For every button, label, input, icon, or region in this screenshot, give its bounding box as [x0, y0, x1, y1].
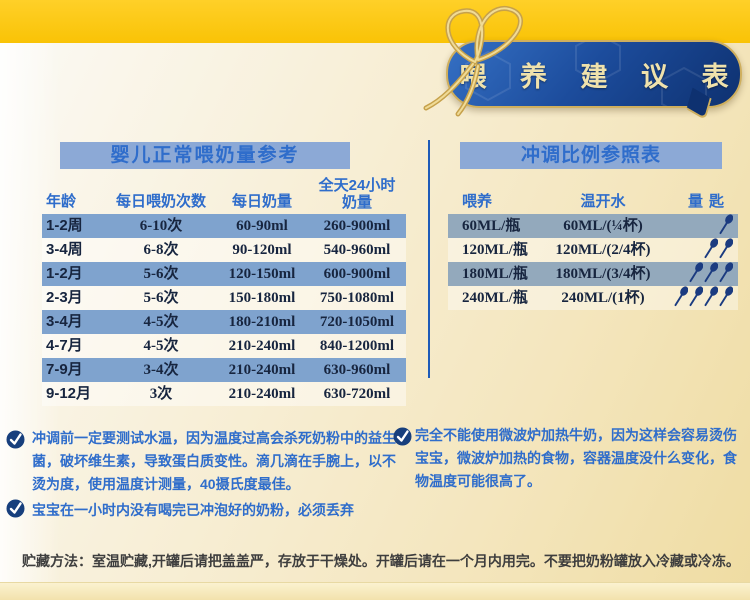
cell-age: 3-4周 [46, 241, 83, 258]
page-title: 喂 养 建 议 表 [459, 61, 742, 92]
mixing-ratio-table: 冲调比例参照表 喂养 温开水 量匙 60ML/瓶 60ML/(¼杯) 120ML… [448, 142, 738, 310]
vertical-divider [428, 140, 430, 378]
cell-spoons [662, 237, 738, 261]
cell-age: 4-7月 [46, 337, 83, 354]
header-water: 温开水 [580, 193, 626, 210]
note-water-temperature: 冲调前一定要测试水温，因为温度过高会杀死奶粉中的益生菌，破坏维生素，导致蛋白质变… [32, 430, 396, 492]
cell-water: 60ML/(¼杯) [563, 218, 643, 234]
table-row: 60ML/瓶 60ML/(¼杯) [448, 213, 738, 238]
spoon-icon [704, 237, 718, 258]
header-age: 年龄 [46, 193, 77, 210]
spoon-icon [719, 261, 733, 282]
cell-total: 260-900ml [323, 218, 391, 234]
table-row: 3-4周 6-8次 90-120ml 540-960ml [42, 238, 406, 262]
cell-amount: 210-240ml [228, 362, 296, 378]
cell-times: 6-8次 [143, 242, 179, 258]
cell-spoons [662, 261, 738, 285]
spoon-icon [689, 285, 703, 306]
right-table-title: 冲调比例参照表 [460, 142, 722, 169]
cell-total: 750-1080ml [319, 290, 395, 306]
cell-total: 720-1050ml [319, 314, 395, 330]
cell-total: 600-900ml [323, 266, 391, 282]
table-row: 7-9月 3-4次 210-240ml 630-960ml [42, 358, 406, 382]
cell-amount: 150-180ml [228, 290, 296, 306]
cell-feed: 120ML/瓶 [462, 242, 528, 258]
cell-total: 630-720ml [323, 386, 391, 402]
table-row: 4-7月 4-5次 210-240ml 840-1200ml [42, 334, 406, 358]
left-table-title: 婴儿正常喂奶量参考 [60, 142, 350, 169]
cell-water: 120ML/(2/4杯) [555, 242, 651, 258]
table-row: 120ML/瓶 120ML/(2/4杯) [448, 237, 738, 262]
ribbon-bow-icon [423, 6, 523, 117]
table-row: 1-2月 5-6次 120-150ml 600-900ml [42, 262, 406, 286]
cell-age: 3-4月 [46, 313, 83, 330]
cell-spoons [662, 285, 738, 309]
hexagon-pattern [465, 42, 707, 106]
cell-amount: 210-240ml [228, 386, 296, 402]
right-table-header: 喂养 温开水 量匙 [448, 169, 738, 214]
cell-age: 2-3月 [46, 289, 83, 306]
note-no-microwave: 完全不能使用微波炉加热牛奶，因为这样会容易烫伤宝宝，微波炉加热的食物，容器温度没… [415, 427, 737, 489]
spoon-icon [674, 285, 688, 306]
check-icon [6, 499, 25, 518]
bottom-yellow-band [0, 582, 750, 600]
spoon-icon [719, 285, 733, 306]
cell-times: 3次 [149, 386, 173, 402]
spoon-icon [689, 261, 703, 282]
header-total: 全天24小时 奶量 [308, 177, 406, 211]
table-row: 1-2周 6-10次 60-90ml 260-900ml [42, 214, 406, 238]
spoon-icon [704, 285, 718, 306]
header-spoon: 量匙 [687, 193, 730, 210]
cell-amount: 60-90ml [236, 218, 288, 234]
header-amount: 每日奶量 [231, 193, 292, 210]
cell-total: 540-960ml [323, 242, 391, 258]
storage-instructions: 贮藏方法：室温贮藏,开罐后请把盖盖严，存放于干燥处。开罐后请在一个月内用完。不要… [22, 553, 740, 569]
cell-amount: 210-240ml [228, 338, 296, 354]
cell-amount: 180-210ml [228, 314, 296, 330]
feeding-amount-table: 婴儿正常喂奶量参考 年龄 每日喂奶次数 每日奶量 全天24小时 奶量 1-2周 … [42, 142, 406, 406]
cell-age: 1-2周 [46, 217, 83, 234]
note-discard-milk: 宝宝在一小时内没有喝完已冲泡好的奶粉，必须丢弃 [32, 502, 354, 518]
cell-total: 840-1200ml [319, 338, 395, 354]
cell-feed: 60ML/瓶 [462, 218, 521, 234]
spoon-icon [704, 261, 718, 282]
cell-times: 3-4次 [143, 362, 179, 378]
cell-times: 6-10次 [139, 218, 183, 234]
cell-total: 630-960ml [323, 362, 391, 378]
cell-age: 9-12月 [46, 385, 92, 402]
table-row: 180ML/瓶 180ML/(3/4杯) [448, 261, 738, 286]
cell-water: 180ML/(3/4杯) [555, 266, 651, 282]
table-row: 9-12月 3次 210-240ml 630-720ml [42, 382, 406, 406]
top-yellow-band [0, 0, 750, 43]
cell-amount: 120-150ml [228, 266, 296, 282]
check-icon [6, 430, 25, 449]
left-table-header: 年龄 每日喂奶次数 每日奶量 全天24小时 奶量 [42, 169, 406, 214]
cell-times: 4-5次 [143, 338, 179, 354]
cell-water: 240ML/(1杯) [561, 290, 645, 306]
cell-amount: 90-120ml [232, 242, 292, 258]
cell-age: 7-9月 [46, 361, 83, 378]
header-total-line2: 奶量 [341, 194, 372, 211]
table-row: 3-4月 4-5次 180-210ml 720-1050ml [42, 310, 406, 334]
cell-times: 5-6次 [143, 290, 179, 306]
cell-feed: 180ML/瓶 [462, 266, 528, 282]
cell-feed: 240ML/瓶 [462, 290, 528, 306]
header-times: 每日喂奶次数 [115, 193, 206, 210]
spoon-icon [719, 237, 733, 258]
cell-times: 4-5次 [143, 314, 179, 330]
table-row: 2-3月 5-6次 150-180ml 750-1080ml [42, 286, 406, 310]
header-feed: 喂养 [462, 193, 493, 210]
header-total-line1: 全天24小时 [318, 177, 396, 194]
cell-times: 5-6次 [143, 266, 179, 282]
cell-age: 1-2月 [46, 265, 83, 282]
check-icon [393, 427, 412, 446]
table-row: 240ML/瓶 240ML/(1杯) [448, 285, 738, 310]
cell-spoons [662, 213, 738, 237]
spoon-icon [719, 213, 733, 234]
